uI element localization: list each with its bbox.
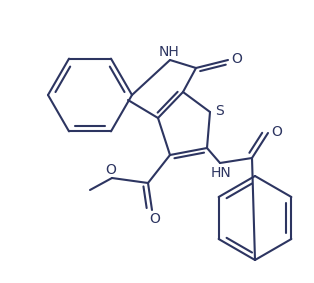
Text: NH: NH bbox=[159, 45, 179, 59]
Text: S: S bbox=[216, 104, 225, 118]
Text: O: O bbox=[106, 163, 116, 177]
Text: O: O bbox=[149, 212, 160, 226]
Text: HN: HN bbox=[211, 166, 231, 180]
Text: O: O bbox=[231, 52, 242, 66]
Text: O: O bbox=[272, 125, 282, 139]
